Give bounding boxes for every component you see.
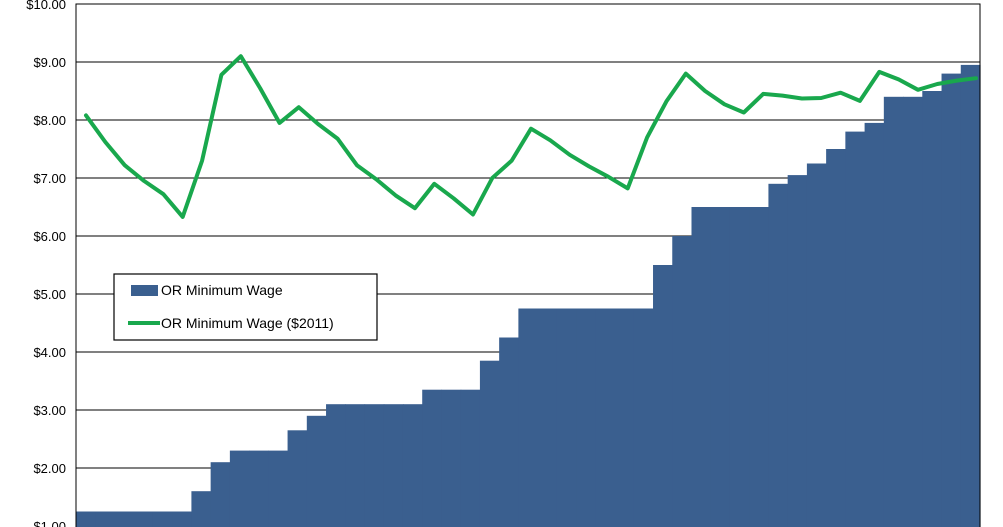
y-tick-label: $6.00 (33, 229, 66, 244)
area-step (210, 462, 231, 527)
area-step (691, 207, 712, 527)
area-step (729, 207, 750, 527)
area-step (845, 131, 866, 527)
area-step (537, 308, 558, 527)
area-step (460, 389, 481, 527)
area-step (826, 149, 846, 527)
area-step (633, 308, 654, 527)
area-step (883, 96, 904, 527)
area-step (595, 308, 616, 527)
area-step (229, 450, 250, 527)
area-step (345, 404, 366, 527)
y-axis-ticks: $1.00 $2.00 $3.00 $4.00 $5.00 $6.00 $7.00 $8.00… (26, 0, 66, 527)
area-step (287, 430, 308, 527)
area-step (960, 64, 981, 527)
area-step (152, 511, 173, 527)
series-line (84, 54, 978, 219)
area-step (441, 389, 462, 527)
area-step (114, 511, 135, 527)
area-step (672, 236, 693, 527)
legend-swatch-area (131, 285, 158, 296)
area-step (268, 450, 289, 527)
area-step (903, 96, 923, 527)
area-step (556, 308, 577, 527)
area-step (653, 265, 673, 527)
area-step (422, 389, 443, 527)
area-step (787, 175, 808, 527)
area-step (576, 308, 596, 527)
y-tick-label: $8.00 (33, 113, 66, 128)
area-step (76, 511, 96, 527)
area-step (249, 450, 269, 527)
plot-area-border (75, 3, 981, 527)
y-tick-label: $4.00 (33, 345, 66, 360)
area-step (172, 511, 193, 527)
wage-area-series (76, 64, 981, 527)
y-tick-label: $5.00 (33, 287, 66, 302)
area-step (806, 163, 827, 527)
y-tick-label: $10.00 (26, 0, 66, 12)
area-step (749, 207, 770, 527)
area-step (383, 404, 404, 527)
area-step (326, 404, 346, 527)
y-tick-label: $9.00 (33, 55, 66, 70)
area-step (479, 360, 500, 527)
area-step (133, 511, 154, 527)
area-step (95, 511, 116, 527)
legend: OR Minimum Wage OR Minimum Wage ($2011) (113, 273, 378, 341)
area-step (710, 207, 731, 527)
area-step (499, 337, 519, 527)
y-tick-label: $3.00 (33, 403, 66, 418)
y-tick-label: $7.00 (33, 171, 66, 186)
area-step (306, 415, 327, 527)
area-step (518, 308, 539, 527)
area-step (922, 91, 943, 527)
area-step (614, 308, 635, 527)
legend-label-area: OR Minimum Wage (161, 282, 283, 298)
area-step (768, 183, 789, 527)
wage-2011-line-series (84, 54, 978, 219)
y-tick-label: $1.00 (33, 519, 66, 527)
area-step (364, 404, 385, 527)
area-step (402, 404, 423, 527)
legend-label-line: OR Minimum Wage ($2011) (161, 315, 334, 331)
y-tick-label: $2.00 (33, 461, 66, 476)
area-step (941, 73, 962, 527)
area-step (864, 122, 885, 527)
area-step (191, 491, 212, 527)
